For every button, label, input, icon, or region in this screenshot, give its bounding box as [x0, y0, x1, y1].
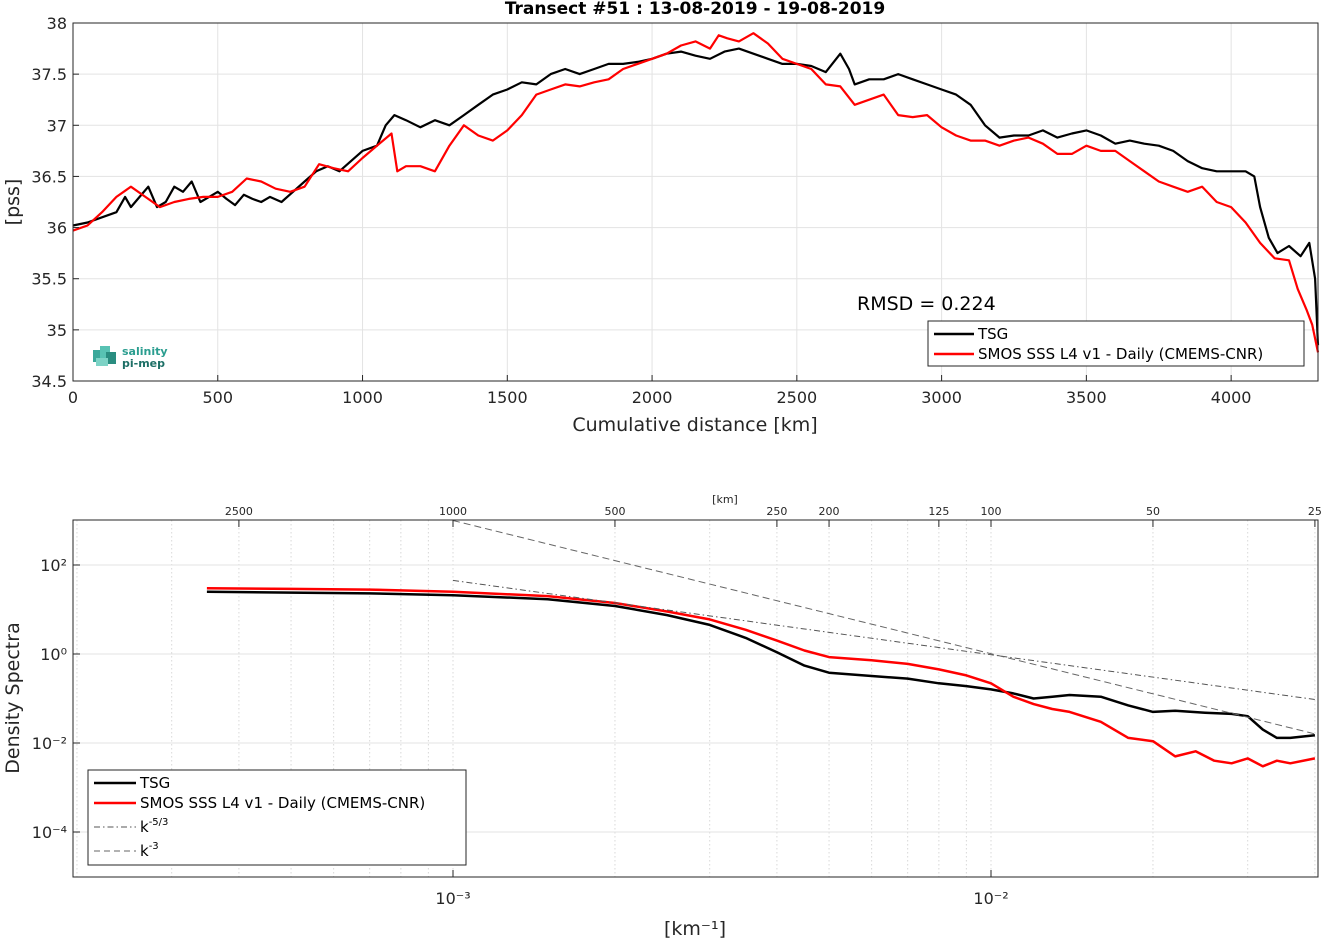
bottom-y-axis-label: Density Spectra	[2, 622, 24, 773]
top-km-tick-label: 25	[1308, 505, 1322, 518]
bottom-x-tick-label: 10⁻³	[435, 889, 470, 908]
bottom-series	[206, 520, 1316, 768]
top-series-tsg	[72, 47, 1320, 346]
top-y-tick-label: 36.5	[31, 167, 67, 186]
bottom-y-tick-label: 10⁰	[40, 645, 67, 664]
bottom-y-tick-label: 10²	[40, 556, 67, 575]
top-legend: TSG SMOS SSS L4 v1 - Daily (CMEMS-CNR)	[927, 320, 1305, 367]
top-x-tick-label: 500	[202, 388, 233, 407]
top-y-tick-label: 38	[47, 14, 67, 33]
top-x-tick-label: 2500	[776, 388, 817, 407]
bottom-legend-tsg: TSG	[139, 774, 170, 792]
top-km-tick-label: 1000	[439, 505, 467, 518]
top-legend-smos: SMOS SSS L4 v1 - Daily (CMEMS-CNR)	[978, 345, 1263, 363]
spectra-chart: 10⁻³ 10⁻² 2500 1000 500 250 200 125 100 50 25 10⁻⁴ 1…	[2, 493, 1322, 940]
top-x-tick-label: 3500	[1066, 388, 1107, 407]
top-km-tick-label: 100	[981, 505, 1002, 518]
bottom-x-tick-label: 10⁻²	[973, 889, 1008, 908]
top-x-tick-label: 0	[68, 388, 78, 407]
top-ticks: 0 500 1000 1500 2000 2500 3000 3500 4000 34.5 35 35…	[31, 14, 1251, 407]
top-series	[72, 32, 1320, 353]
salinity-pi-mep-logo: salinity pi-mep	[93, 345, 168, 370]
top-legend-tsg: TSG	[977, 325, 1008, 343]
top-km-tick-label: 125	[928, 505, 949, 518]
k3-reference-line	[452, 520, 1316, 735]
bottom-series-tsg	[206, 590, 1316, 740]
top-y-tick-label: 36	[47, 219, 67, 238]
bottom-y-tick-label: 10⁻⁴	[32, 823, 67, 842]
bottom-y-tick-label: 10⁻²	[32, 734, 67, 753]
top-x-tick-label: 1000	[342, 388, 383, 407]
top-y-tick-label: 35	[47, 321, 67, 340]
chart-title: Transect #51 : 13-08-2019 - 19-08-2019	[505, 0, 885, 19]
top-x-tick-label: 1500	[487, 388, 528, 407]
top-y-axis-label: [pss]	[2, 179, 24, 226]
top-x-tick-label: 4000	[1211, 388, 1252, 407]
bottom-plot-frame	[72, 519, 1319, 878]
top-km-tick-label: 50	[1146, 505, 1160, 518]
top-y-tick-label: 34.5	[31, 372, 67, 391]
top-x-tick-label: 3000	[921, 388, 962, 407]
top-series-smos	[72, 32, 1320, 353]
bottom-x-axis-label: [km⁻¹]	[664, 918, 726, 940]
top-km-tick-label: 200	[819, 505, 840, 518]
logo-line2: pi-mep	[122, 357, 165, 370]
k53-reference-line	[452, 579, 1315, 700]
top-y-tick-label: 35.5	[31, 270, 67, 289]
top-plot-frame	[72, 22, 1319, 382]
top-x-axis-label: Cumulative distance [km]	[572, 414, 817, 436]
top-km-tick-label: 500	[604, 505, 625, 518]
bottom-ticks: 10⁻³ 10⁻² 2500 1000 500 250 200 125 100 50 25 10⁻⁴ 1…	[32, 505, 1322, 908]
bottom-legend: TSG SMOS SSS L4 v1 - Daily (CMEMS-CNR) k…	[87, 769, 467, 866]
top-y-tick-label: 37.5	[31, 65, 67, 84]
top-km-tick-label: 250	[766, 505, 787, 518]
transect-chart: Transect #51 : 13-08-2019 - 19-08-2019 0…	[2, 0, 1320, 436]
bottom-series-smos	[206, 587, 1316, 768]
top-axis-label: [km]	[712, 493, 738, 506]
top-km-tick-label: 2500	[225, 505, 253, 518]
bottom-legend-smos: SMOS SSS L4 v1 - Daily (CMEMS-CNR)	[140, 794, 425, 812]
logo-line1: salinity	[122, 345, 168, 358]
top-x-tick-label: 2000	[632, 388, 673, 407]
rmsd-annotation: RMSD = 0.224	[857, 293, 996, 315]
top-y-tick-label: 37	[47, 116, 67, 135]
